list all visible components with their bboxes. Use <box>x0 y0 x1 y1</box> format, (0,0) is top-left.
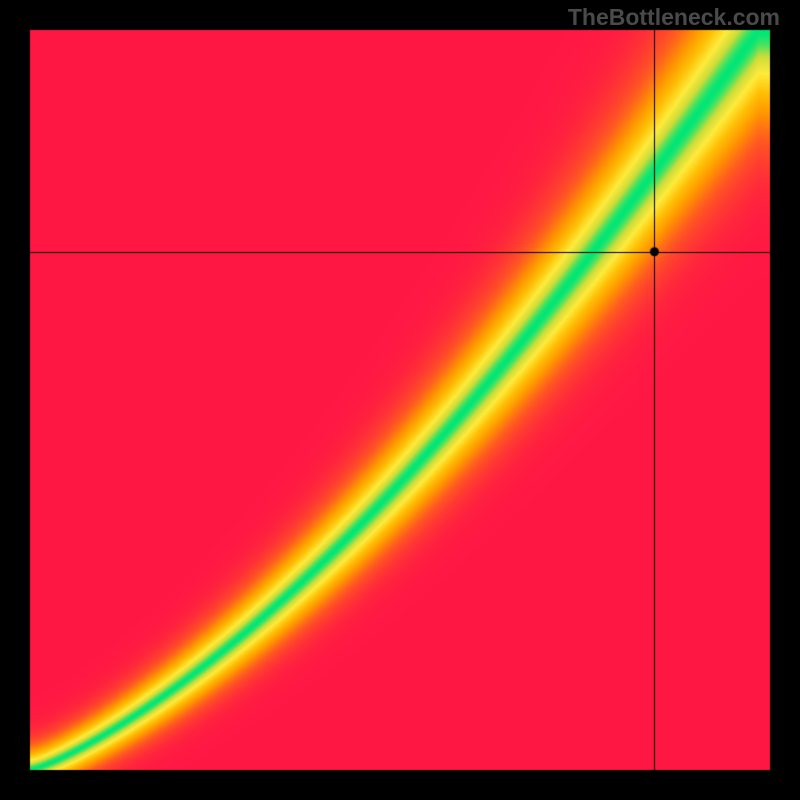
watermark-text: TheBottleneck.com <box>568 4 780 31</box>
bottleneck-heatmap <box>0 0 800 800</box>
